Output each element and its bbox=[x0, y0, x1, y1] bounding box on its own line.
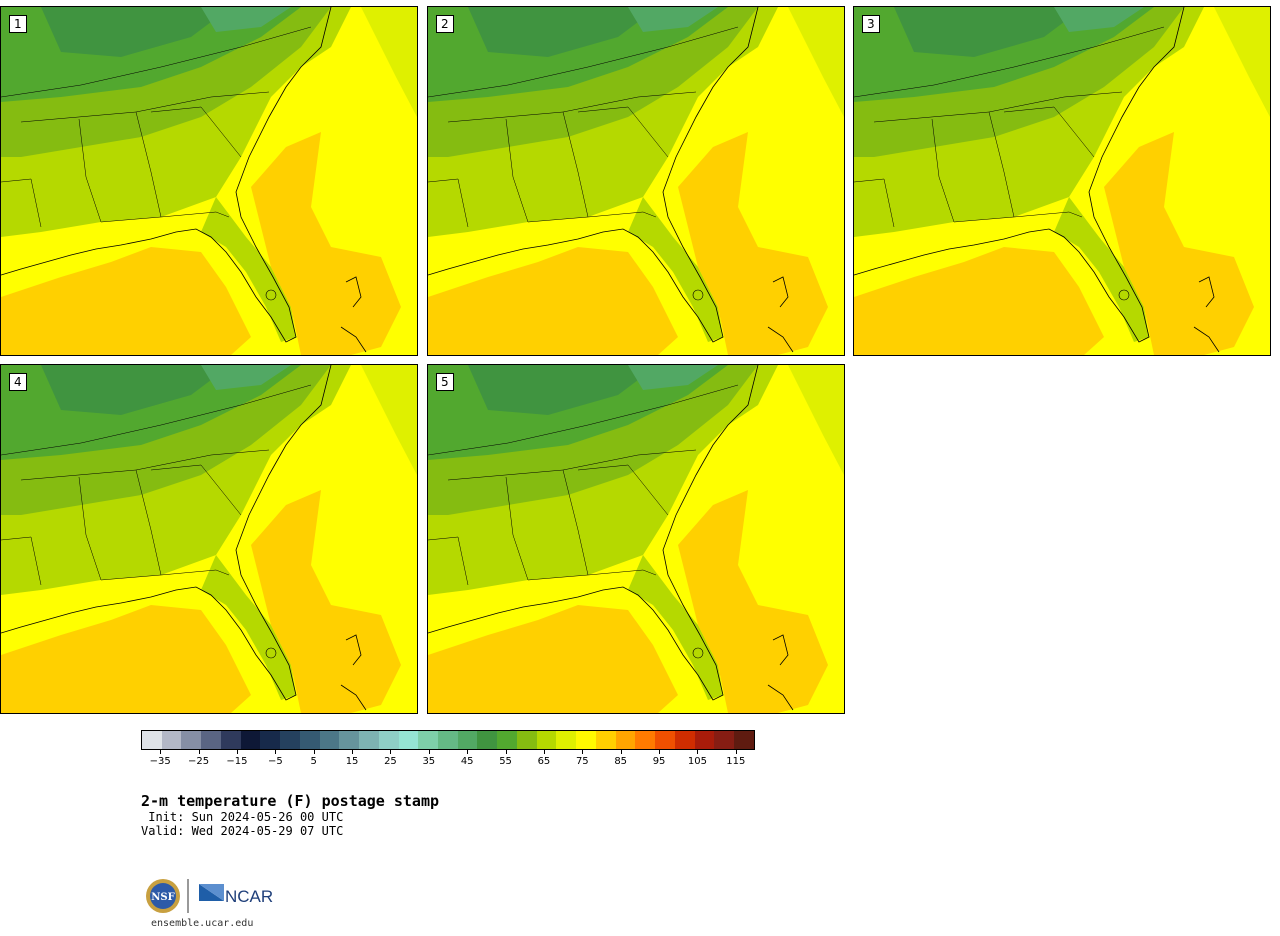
map-panel-3: 3 bbox=[853, 6, 1271, 356]
colorbar-tick bbox=[697, 750, 699, 754]
colorbar-tick bbox=[390, 750, 392, 754]
colorbar-swatch bbox=[299, 731, 320, 749]
nsf-ncar-logo: NSF NCAR bbox=[146, 879, 273, 913]
colorbar-tick bbox=[160, 750, 162, 754]
map-panel-5: 5 bbox=[427, 364, 845, 714]
colorbar-swatch bbox=[615, 731, 636, 749]
panel-number: 4 bbox=[9, 373, 27, 391]
colorbar-tick bbox=[467, 750, 469, 754]
colorbar-swatch bbox=[536, 731, 557, 749]
panel-number: 5 bbox=[436, 373, 454, 391]
colorbar-swatch bbox=[694, 731, 715, 749]
colorbar-swatch bbox=[438, 731, 458, 749]
figure-title: 2-m temperature (F) postage stamp bbox=[141, 792, 440, 810]
panel-number: 3 bbox=[862, 15, 880, 33]
colorbar-tick-label: 65 bbox=[537, 756, 551, 767]
colorbar-tick-label: 5 bbox=[310, 756, 317, 767]
colorbar-tick bbox=[428, 750, 430, 754]
temperature-map bbox=[428, 7, 844, 355]
colorbar-swatch bbox=[201, 731, 221, 749]
init-time: Init: Sun 2024-05-26 00 UTC bbox=[141, 810, 344, 824]
colorbar-tick bbox=[620, 750, 622, 754]
colorbar-tick-label: 95 bbox=[652, 756, 666, 767]
colorbar-swatch bbox=[556, 731, 577, 749]
map-panel-4: 4 bbox=[0, 364, 418, 714]
colorbar-swatch bbox=[161, 731, 182, 749]
colorbar-tick-label: 35 bbox=[422, 756, 436, 767]
colorbar-tick bbox=[275, 750, 277, 754]
colorbar-tick-label: 55 bbox=[499, 756, 512, 767]
panel-number: 1 bbox=[9, 15, 27, 33]
colorbar-tick bbox=[352, 750, 354, 754]
temperature-map bbox=[1, 365, 417, 713]
nsf-logo-icon: NSF bbox=[146, 879, 180, 913]
colorbar-swatch bbox=[595, 731, 616, 749]
colorbar-swatch bbox=[181, 731, 202, 749]
temperature-map bbox=[1, 7, 417, 355]
colorbar-tick bbox=[543, 750, 545, 754]
colorbar-ticks: −35 −25 −15 −5 5 15 25 35 45 55 65 75 85 95 105 115 bbox=[141, 750, 755, 774]
colorbar-tick-label: −15 bbox=[226, 756, 248, 767]
colorbar-swatch bbox=[655, 731, 675, 749]
temperature-map bbox=[854, 7, 1270, 355]
colorbar-swatch bbox=[734, 731, 754, 749]
colorbar-tick-label: 25 bbox=[384, 756, 397, 767]
colorbar-tick-label: 75 bbox=[575, 756, 589, 767]
map-panel-2: 2 bbox=[427, 6, 845, 356]
valid-time: Valid: Wed 2024-05-29 07 UTC bbox=[141, 824, 344, 838]
colorbar-swatch bbox=[457, 731, 478, 749]
colorbar-swatch bbox=[418, 731, 439, 749]
map-panel-1: 1 bbox=[0, 6, 418, 356]
colorbar-swatch bbox=[142, 731, 162, 749]
temperature-map bbox=[428, 365, 844, 713]
colorbar-tick bbox=[198, 750, 200, 754]
colorbar-swatch bbox=[398, 731, 419, 749]
colorbar-swatch bbox=[378, 731, 399, 749]
colorbar-swatch bbox=[319, 731, 340, 749]
colorbar-swatch bbox=[477, 731, 498, 749]
svg-text:NCAR: NCAR bbox=[225, 887, 273, 906]
colorbar-swatch bbox=[497, 731, 517, 749]
colorbar-tick-label: 85 bbox=[614, 756, 628, 767]
colorbar-swatch bbox=[635, 731, 656, 749]
colorbar bbox=[141, 730, 755, 750]
ncar-logo-icon: NCAR bbox=[199, 884, 273, 906]
colorbar-swatch bbox=[714, 731, 735, 749]
colorbar-tick-label: 115 bbox=[726, 756, 746, 767]
colorbar-swatch bbox=[359, 731, 379, 749]
colorbar-tick bbox=[582, 750, 584, 754]
colorbar-swatch bbox=[576, 731, 596, 749]
website-text: ensemble.ucar.edu bbox=[151, 918, 254, 929]
colorbar-tick-label: −35 bbox=[149, 756, 171, 767]
colorbar-tick-label: 15 bbox=[345, 756, 359, 767]
colorbar-tick-label: −25 bbox=[188, 756, 210, 767]
colorbar-swatch bbox=[516, 731, 537, 749]
colorbar-tick-label: 105 bbox=[687, 756, 707, 767]
colorbar-tick-label: 45 bbox=[460, 756, 474, 767]
colorbar-swatch bbox=[220, 731, 241, 749]
colorbar-swatch bbox=[674, 731, 695, 749]
colorbar-tick bbox=[505, 750, 507, 754]
svg-text:NSF: NSF bbox=[151, 892, 174, 903]
colorbar-tick bbox=[659, 750, 661, 754]
colorbar-tick bbox=[236, 750, 238, 754]
colorbar-tick-label: −5 bbox=[267, 756, 283, 767]
colorbar-swatch bbox=[339, 731, 360, 749]
colorbar-tick bbox=[735, 750, 737, 754]
colorbar-swatch bbox=[260, 731, 281, 749]
colorbar-swatch bbox=[240, 731, 261, 749]
colorbar-tick bbox=[313, 750, 315, 754]
colorbar-swatch bbox=[280, 731, 300, 749]
panel-number: 2 bbox=[436, 15, 454, 33]
